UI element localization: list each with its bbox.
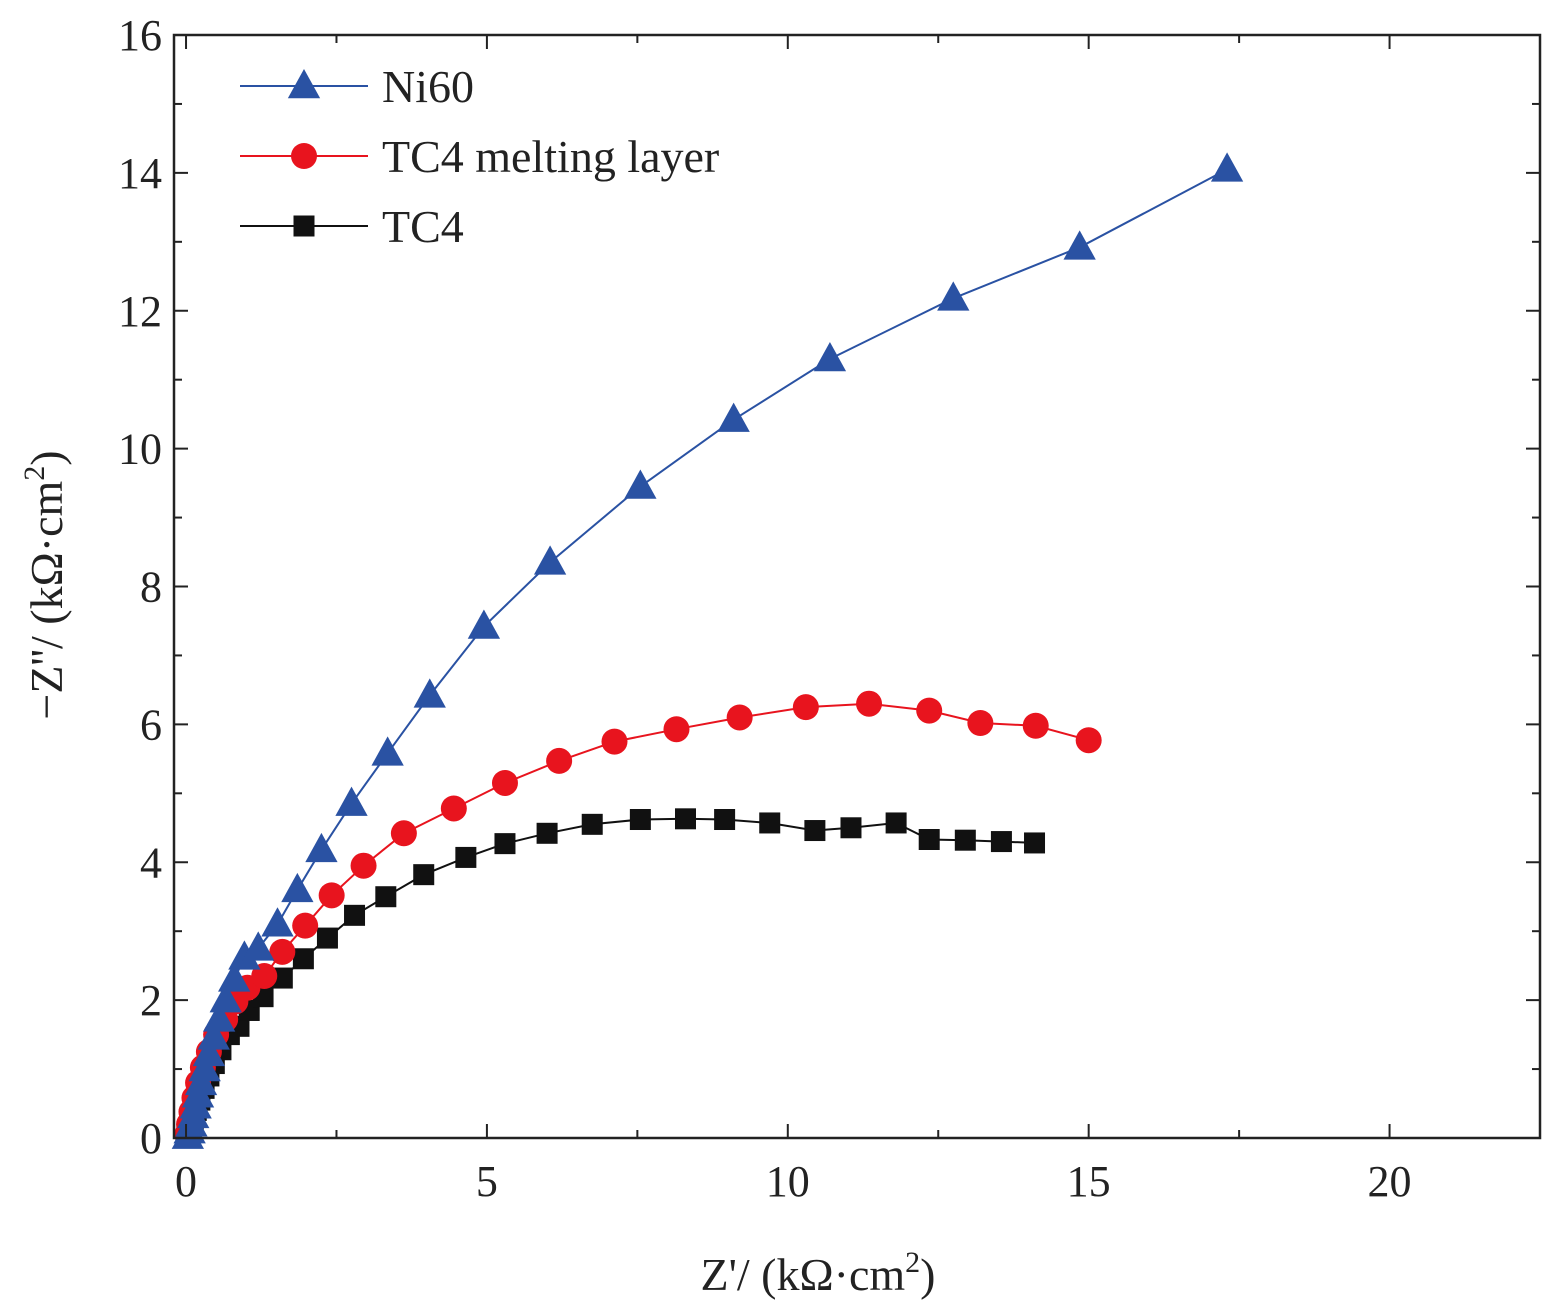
data-point bbox=[1024, 832, 1046, 854]
data-point bbox=[455, 846, 477, 868]
y-tick-label: 14 bbox=[118, 149, 162, 198]
data-point bbox=[674, 808, 696, 830]
data-point bbox=[209, 983, 242, 1013]
data-point bbox=[533, 545, 567, 575]
x-tick-label: 10 bbox=[766, 1157, 810, 1206]
data-point bbox=[494, 833, 516, 855]
legend-marker bbox=[287, 69, 321, 99]
data-point bbox=[916, 697, 943, 724]
data-point bbox=[918, 829, 940, 851]
data-point bbox=[601, 728, 628, 755]
data-point bbox=[581, 813, 603, 835]
data-point bbox=[792, 694, 819, 721]
legend-item: Ni60 bbox=[240, 61, 474, 112]
data-point bbox=[202, 1002, 236, 1032]
x-tick-label: 5 bbox=[476, 1157, 498, 1206]
data-point bbox=[269, 938, 296, 965]
data-point bbox=[335, 786, 368, 816]
data-point bbox=[937, 281, 970, 311]
data-point bbox=[856, 690, 883, 717]
series-layer bbox=[171, 152, 1244, 1149]
data-point bbox=[440, 795, 467, 822]
y-tick-label: 6 bbox=[140, 700, 162, 749]
data-point bbox=[350, 852, 377, 879]
data-point bbox=[714, 809, 736, 831]
data-point bbox=[390, 820, 417, 847]
data-point bbox=[546, 747, 573, 774]
data-point bbox=[371, 736, 404, 766]
data-point bbox=[292, 912, 319, 939]
data-point bbox=[1063, 230, 1096, 260]
data-point bbox=[316, 927, 338, 949]
x-tick-label: 0 bbox=[175, 1157, 197, 1206]
legend-item: TC4 bbox=[240, 201, 464, 252]
legend-label: TC4 bbox=[382, 201, 464, 252]
data-point bbox=[318, 882, 345, 909]
legend-label: Ni60 bbox=[382, 61, 474, 112]
series-ni60 bbox=[171, 152, 1244, 1149]
data-point bbox=[759, 812, 781, 834]
data-point bbox=[413, 864, 435, 886]
legend: Ni60 TC4 melting layer TC4 bbox=[240, 61, 719, 252]
data-point bbox=[840, 817, 862, 839]
legend-label: TC4 melting layer bbox=[382, 131, 719, 182]
data-point bbox=[1022, 712, 1049, 739]
y-tick-label: 16 bbox=[118, 11, 162, 60]
data-point bbox=[375, 886, 397, 908]
data-point bbox=[717, 402, 750, 432]
data-point bbox=[629, 809, 651, 831]
data-point bbox=[813, 342, 847, 372]
data-point bbox=[885, 812, 907, 834]
data-point bbox=[726, 704, 753, 731]
data-point bbox=[281, 872, 314, 903]
x-tick-label: 20 bbox=[1368, 1157, 1412, 1206]
data-point bbox=[954, 829, 976, 851]
data-point bbox=[228, 940, 261, 970]
data-point bbox=[536, 822, 558, 844]
data-point bbox=[271, 967, 293, 989]
data-point bbox=[218, 962, 251, 992]
data-point bbox=[413, 678, 446, 708]
data-point bbox=[242, 931, 275, 961]
data-point bbox=[1075, 727, 1102, 754]
data-point bbox=[624, 469, 657, 499]
data-point bbox=[491, 769, 518, 796]
ticks-layer: 0 5 10 15 20 0 2 4 6 8 10 12 14 16 bbox=[118, 11, 1540, 1206]
legend-marker bbox=[293, 215, 315, 237]
data-point bbox=[663, 716, 690, 743]
y-tick-label: 2 bbox=[140, 976, 162, 1025]
data-point bbox=[990, 831, 1012, 853]
x-axis-title: Z'/ (kΩ·cm2) bbox=[700, 1246, 935, 1300]
data-point bbox=[292, 948, 314, 970]
data-point bbox=[197, 1020, 230, 1050]
y-tick-label: 0 bbox=[140, 1114, 162, 1163]
data-point bbox=[467, 609, 501, 639]
data-point bbox=[967, 709, 994, 736]
legend-item: TC4 melting layer bbox=[240, 131, 719, 182]
data-point bbox=[1210, 152, 1244, 182]
y-tick-label: 8 bbox=[140, 563, 162, 612]
legend-marker bbox=[291, 143, 317, 169]
y-tick-label: 12 bbox=[118, 287, 162, 336]
y-axis-title: −Z''/ (kΩ·cm2) bbox=[18, 450, 72, 719]
y-tick-label: 10 bbox=[118, 425, 162, 474]
x-tick-label: 15 bbox=[1067, 1157, 1111, 1206]
data-point bbox=[261, 907, 294, 937]
data-point bbox=[192, 1036, 226, 1067]
data-point bbox=[804, 820, 826, 842]
data-point bbox=[188, 1052, 221, 1082]
y-tick-label: 4 bbox=[140, 838, 162, 887]
data-point bbox=[344, 904, 366, 926]
data-point bbox=[305, 832, 338, 863]
